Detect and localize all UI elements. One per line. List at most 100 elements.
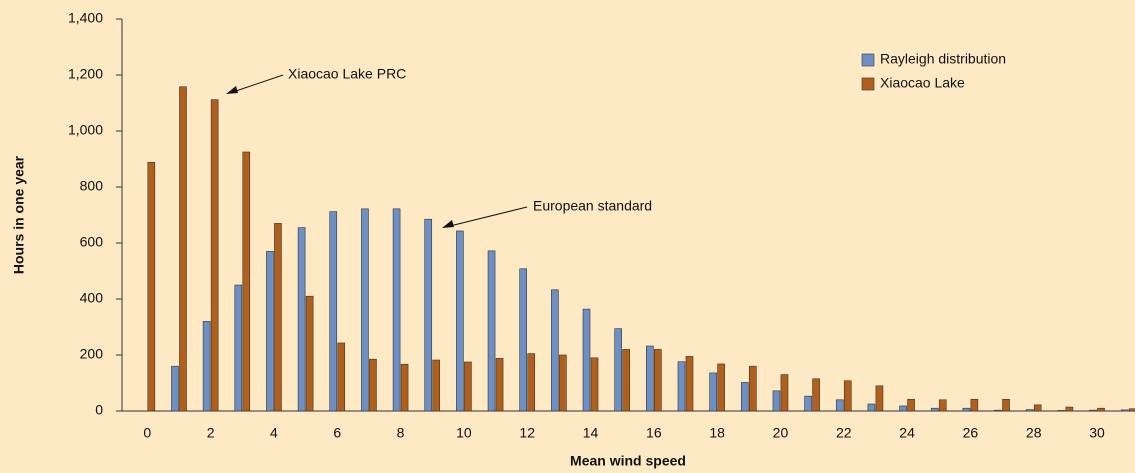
legend-swatch bbox=[861, 53, 875, 67]
bar bbox=[559, 354, 567, 412]
x-tick-label: 26 bbox=[963, 425, 979, 441]
annotation-arrowhead bbox=[226, 86, 238, 94]
bar bbox=[1025, 409, 1034, 412]
bar bbox=[266, 251, 274, 412]
bar bbox=[1057, 410, 1066, 412]
y-tick-label: 600 bbox=[80, 234, 104, 250]
bar bbox=[622, 349, 630, 412]
bar bbox=[970, 398, 979, 412]
bar bbox=[1097, 407, 1105, 412]
bar bbox=[147, 162, 156, 412]
bar bbox=[804, 395, 812, 412]
y-tick-label: 200 bbox=[80, 346, 104, 362]
bar bbox=[361, 208, 369, 412]
bar bbox=[646, 345, 654, 412]
x-tick-label: 12 bbox=[519, 425, 535, 441]
bar bbox=[1089, 409, 1097, 412]
x-tick-label: 10 bbox=[456, 425, 472, 441]
bar bbox=[1033, 404, 1042, 412]
bar bbox=[654, 349, 662, 412]
bar bbox=[590, 357, 599, 412]
y-tick-label: 800 bbox=[80, 178, 104, 194]
bar bbox=[369, 358, 377, 412]
y-tick-label: 400 bbox=[80, 290, 104, 306]
y-tick-label: 1,400 bbox=[68, 10, 103, 26]
x-axis-label: Mean wind speed bbox=[570, 453, 686, 469]
y-tick-label: 1,200 bbox=[68, 66, 103, 82]
y-axis-label: Hours in one year bbox=[11, 155, 27, 274]
bar bbox=[551, 289, 559, 412]
bar bbox=[962, 407, 971, 412]
bar bbox=[907, 398, 915, 412]
x-tick-label: 14 bbox=[583, 425, 599, 441]
annotation: Xiaocao Lake PRC bbox=[288, 66, 406, 82]
x-tick-label: 8 bbox=[397, 425, 405, 441]
bar bbox=[748, 365, 757, 412]
x-tick-label: 30 bbox=[1089, 425, 1105, 441]
bar bbox=[519, 268, 528, 412]
bar bbox=[677, 361, 686, 412]
bar bbox=[392, 208, 401, 412]
bar bbox=[709, 372, 717, 412]
bar bbox=[1002, 398, 1010, 412]
bar bbox=[329, 211, 338, 412]
bar bbox=[685, 356, 694, 412]
bar bbox=[337, 342, 346, 412]
bar bbox=[171, 365, 179, 412]
bar bbox=[495, 358, 504, 412]
bar bbox=[487, 250, 496, 412]
bar bbox=[812, 378, 820, 412]
bar bbox=[234, 284, 243, 412]
x-tick-label: 18 bbox=[709, 425, 725, 441]
bar bbox=[210, 99, 219, 412]
x-tick-label: 6 bbox=[333, 425, 341, 441]
bar bbox=[527, 353, 536, 412]
y-tick-label: 1,000 bbox=[68, 122, 103, 138]
bar bbox=[994, 409, 1002, 412]
bar bbox=[274, 223, 282, 412]
bar bbox=[400, 363, 409, 412]
bar bbox=[843, 380, 852, 412]
x-tick-label: 28 bbox=[1026, 425, 1042, 441]
bar bbox=[297, 227, 306, 412]
x-tick-label: 22 bbox=[836, 425, 852, 441]
x-tick-label: 4 bbox=[270, 425, 278, 441]
x-tick-label: 0 bbox=[143, 425, 151, 441]
bar bbox=[202, 321, 211, 412]
bar bbox=[1065, 406, 1074, 412]
legend-swatch bbox=[861, 77, 875, 91]
bar bbox=[1128, 408, 1135, 412]
annotation-arrow bbox=[445, 206, 528, 228]
bar bbox=[424, 218, 433, 412]
bar bbox=[899, 405, 907, 412]
bar bbox=[875, 385, 884, 412]
bar bbox=[432, 359, 441, 412]
legend-label: Xiaocao Lake bbox=[880, 75, 965, 91]
bar bbox=[464, 361, 472, 412]
bar bbox=[242, 151, 251, 412]
annotation-arrow bbox=[229, 74, 284, 94]
bar bbox=[305, 295, 314, 412]
bar bbox=[938, 399, 947, 412]
annotation: European standard bbox=[533, 198, 652, 214]
annotation-arrowhead bbox=[442, 220, 454, 228]
bar bbox=[179, 86, 187, 412]
bar bbox=[717, 363, 725, 412]
bar bbox=[772, 390, 781, 412]
y-tick-label: 0 bbox=[95, 402, 103, 418]
x-tick-label: 16 bbox=[646, 425, 662, 441]
bar bbox=[1120, 409, 1129, 412]
bar bbox=[867, 403, 876, 412]
bar bbox=[835, 399, 844, 412]
bar bbox=[930, 407, 939, 412]
bar bbox=[740, 382, 749, 412]
x-tick-label: 2 bbox=[207, 425, 215, 441]
bar bbox=[582, 308, 591, 412]
legend-label: Rayleigh distribution bbox=[880, 51, 1006, 67]
x-tick-label: 24 bbox=[899, 425, 915, 441]
x-tick-label: 20 bbox=[773, 425, 789, 441]
bar bbox=[456, 230, 464, 412]
bar bbox=[614, 328, 622, 412]
bar bbox=[780, 374, 789, 412]
